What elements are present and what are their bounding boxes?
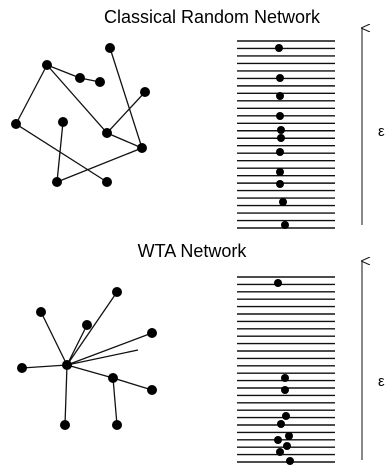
edge xyxy=(46,64,81,79)
particle xyxy=(277,134,285,142)
edge xyxy=(64,364,68,426)
edge xyxy=(112,377,118,426)
node xyxy=(102,177,112,187)
node xyxy=(147,385,157,395)
particle xyxy=(274,279,282,287)
edge xyxy=(66,332,153,366)
node xyxy=(58,117,68,127)
node xyxy=(140,87,150,97)
particle xyxy=(274,436,282,444)
edge xyxy=(66,364,114,379)
node xyxy=(52,177,62,187)
edge xyxy=(112,377,153,391)
edge xyxy=(46,64,108,134)
particle xyxy=(276,180,284,188)
particle xyxy=(281,386,289,394)
panel-title: Classical Random Network xyxy=(104,7,321,27)
node xyxy=(147,328,157,338)
node xyxy=(60,420,70,430)
edge xyxy=(15,64,48,125)
node xyxy=(112,420,122,430)
node xyxy=(82,320,92,330)
node xyxy=(108,373,118,383)
node xyxy=(105,43,115,53)
particle xyxy=(277,420,285,428)
edge xyxy=(40,311,68,366)
node xyxy=(11,119,21,129)
node xyxy=(95,77,105,87)
diagram-shapes xyxy=(11,40,335,465)
particle xyxy=(276,74,284,82)
particle xyxy=(276,148,284,156)
axis-label: ε xyxy=(378,123,385,140)
node xyxy=(62,360,72,370)
edge xyxy=(66,349,139,366)
edge xyxy=(109,47,143,149)
particle xyxy=(275,44,283,52)
particle xyxy=(276,448,284,456)
node xyxy=(102,128,112,138)
panel-title: WTA Network xyxy=(138,241,248,261)
edge xyxy=(66,324,88,366)
edge xyxy=(106,132,143,149)
particle xyxy=(283,442,291,450)
node xyxy=(112,287,122,297)
particle xyxy=(277,126,285,134)
particle xyxy=(279,198,287,206)
edge xyxy=(106,91,146,134)
particle xyxy=(285,432,293,440)
node xyxy=(17,363,27,373)
particle xyxy=(282,412,290,420)
particle xyxy=(286,457,294,465)
node xyxy=(75,73,85,83)
particle xyxy=(281,221,289,229)
particle xyxy=(276,92,284,100)
particle xyxy=(276,112,284,120)
edge xyxy=(15,123,108,183)
edge xyxy=(66,291,118,366)
edge xyxy=(21,364,68,369)
node xyxy=(36,307,46,317)
node xyxy=(42,60,52,70)
axis-label: ε xyxy=(378,373,385,390)
edge xyxy=(56,147,143,183)
particle xyxy=(276,168,284,176)
particle xyxy=(281,374,289,382)
node xyxy=(137,143,147,153)
edge xyxy=(56,121,64,183)
